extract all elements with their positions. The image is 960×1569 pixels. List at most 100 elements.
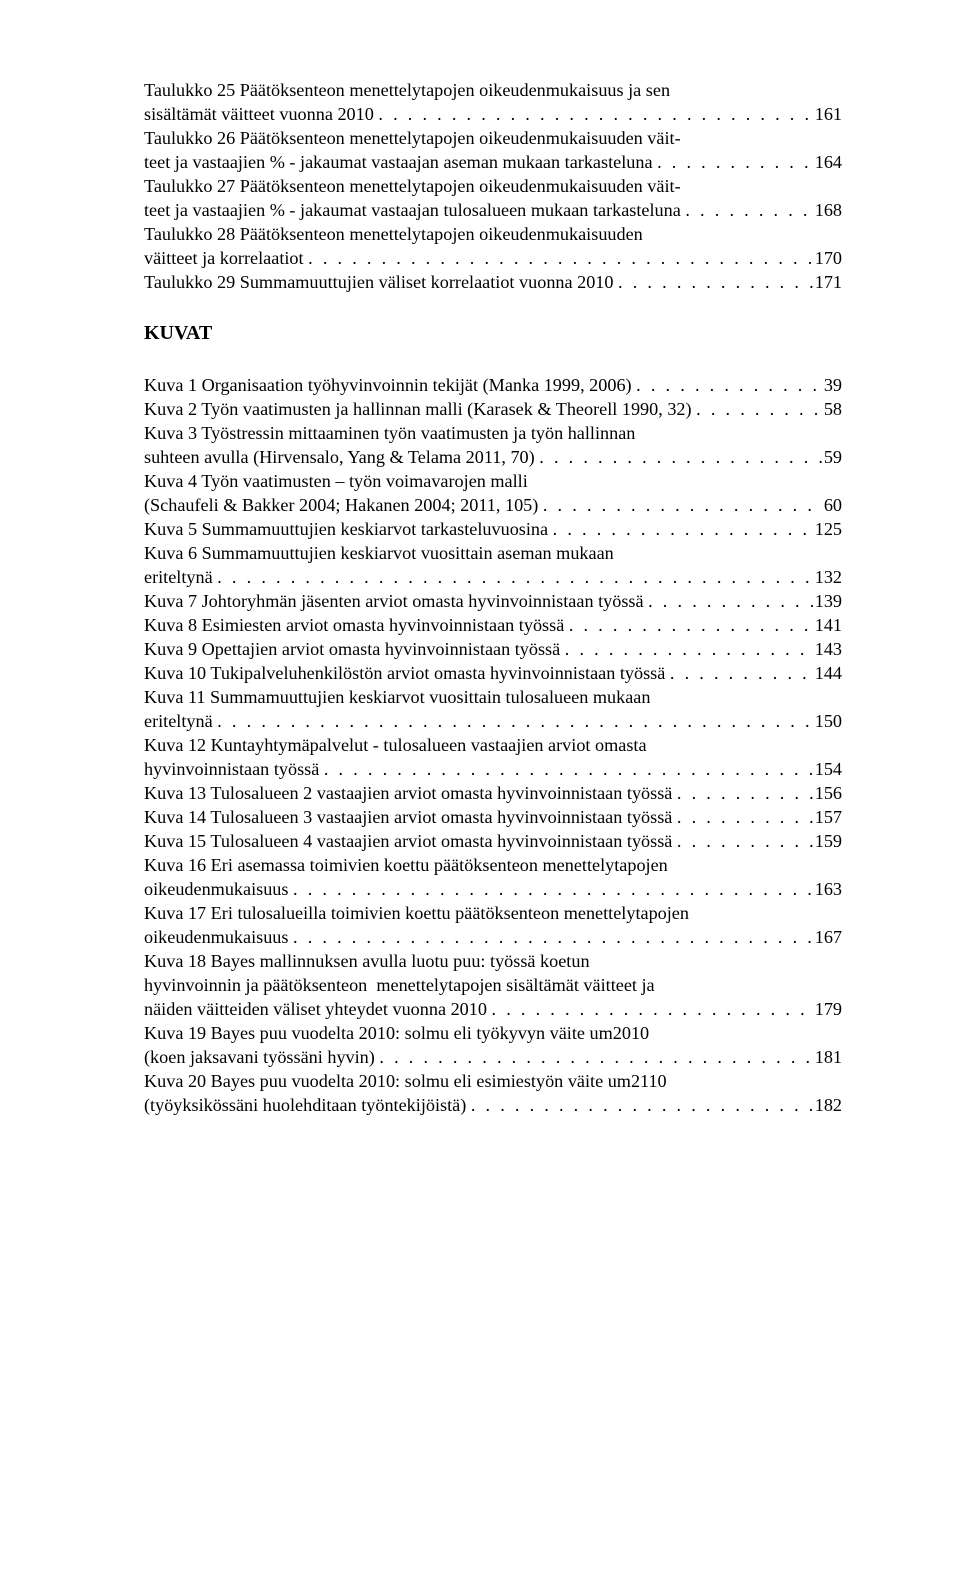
toc-label: väitteet ja korrelaatiot [144, 246, 308, 270]
figures-toc: Kuva 1 Organisaation työhyvinvoinnin tek… [144, 373, 842, 1117]
leader-dots: . . . . . . . . . . . . . . . . . . . . … [657, 150, 813, 174]
toc-entry: näiden väitteiden väliset yhteydet vuonn… [144, 997, 842, 1021]
leader-dots: . . . . . . . . . . . . . . . . . . . . … [553, 517, 813, 541]
toc-line: hyvinvoinnin ja päätöksenteon menettelyt… [144, 973, 842, 997]
leader-dots: . . . . . . . . . . . . . . . . . . . . … [379, 1045, 812, 1069]
toc-label: Kuva 14 Tulosalueen 3 vastaajien arviot … [144, 805, 677, 829]
leader-dots: . . . . . . . . . . . . . . . . . . . . … [565, 637, 813, 661]
toc-line: Taulukko 26 Päätöksenteon menettelytapoj… [144, 126, 842, 150]
toc-entry: Kuva 7 Johtoryhmän jäsenten arviot omast… [144, 589, 842, 613]
leader-dots: . . . . . . . . . . . . . . . . . . . . … [648, 589, 813, 613]
toc-label: teet ja vastaajien % - jakaumat vastaaja… [144, 198, 685, 222]
toc-label: (työyksikössäni huolehditaan työntekijöi… [144, 1093, 471, 1117]
page-number: 157 [813, 805, 842, 829]
toc-label: Kuva 5 Summamuuttujien keskiarvot tarkas… [144, 517, 553, 541]
leader-dots: . . . . . . . . . . . . . . . . . . . . … [324, 757, 813, 781]
leader-dots: . . . . . . . . . . . . . . . . . . . . … [677, 805, 813, 829]
page-number: 154 [813, 757, 842, 781]
leader-dots: . . . . . . . . . . . . . . . . . . . . … [492, 997, 813, 1021]
page-number: 143 [813, 637, 842, 661]
toc-entry: Kuva 8 Esimiesten arviot omasta hyvinvoi… [144, 613, 842, 637]
figures-heading: KUVAT [144, 320, 842, 346]
toc-line: Kuva 6 Summamuuttujien keskiarvot vuosit… [144, 541, 842, 565]
toc-entry: Kuva 14 Tulosalueen 3 vastaajien arviot … [144, 805, 842, 829]
toc-label: oikeudenmukaisuus [144, 877, 293, 901]
leader-dots: . . . . . . . . . . . . . . . . . . . . … [308, 246, 813, 270]
page-number: 159 [813, 829, 842, 853]
page-number: 139 [813, 589, 842, 613]
leader-dots: . . . . . . . . . . . . . . . . . . . . … [696, 397, 822, 421]
toc-entry: Kuva 2 Työn vaatimusten ja hallinnan mal… [144, 397, 842, 421]
page-number: 125 [813, 517, 842, 541]
page-number: 59 [822, 445, 842, 469]
toc-entry: Kuva 15 Tulosalueen 4 vastaajien arviot … [144, 829, 842, 853]
toc-label: Kuva 8 Esimiesten arviot omasta hyvinvoi… [144, 613, 569, 637]
page-number: 164 [813, 150, 842, 174]
leader-dots: . . . . . . . . . . . . . . . . . . . . … [636, 373, 822, 397]
toc-label: Taulukko 29 Summamuuttujien väliset korr… [144, 270, 618, 294]
toc-line: Kuva 3 Työstressin mittaaminen työn vaat… [144, 421, 842, 445]
toc-line: Taulukko 25 Päätöksenteon menettelytapoj… [144, 78, 842, 102]
toc-entry: oikeudenmukaisuus . . . . . . . . . . . … [144, 925, 842, 949]
toc-entry: väitteet ja korrelaatiot . . . . . . . .… [144, 246, 842, 270]
toc-label: eriteltynä [144, 709, 217, 733]
page-number: 141 [813, 613, 842, 637]
toc-line: Kuva 12 Kuntayhtymäpalvelut - tulosaluee… [144, 733, 842, 757]
page-number: 58 [822, 397, 842, 421]
page-number: 167 [813, 925, 842, 949]
toc-line: Kuva 18 Bayes mallinnuksen avulla luotu … [144, 949, 842, 973]
leader-dots: . . . . . . . . . . . . . . . . . . . . … [670, 661, 813, 685]
toc-label: hyvinvoinnistaan työssä [144, 757, 324, 781]
toc-entry: Kuva 1 Organisaation työhyvinvoinnin tek… [144, 373, 842, 397]
toc-label: Kuva 1 Organisaation työhyvinvoinnin tek… [144, 373, 636, 397]
leader-dots: . . . . . . . . . . . . . . . . . . . . … [293, 925, 813, 949]
toc-entry: Kuva 13 Tulosalueen 2 vastaajien arviot … [144, 781, 842, 805]
toc-label: (koen jaksavani työssäni hyvin) [144, 1045, 379, 1069]
toc-entry: Kuva 5 Summamuuttujien keskiarvot tarkas… [144, 517, 842, 541]
toc-entry: hyvinvoinnistaan työssä . . . . . . . . … [144, 757, 842, 781]
toc-entry: eriteltynä . . . . . . . . . . . . . . .… [144, 565, 842, 589]
page-number: 182 [813, 1093, 842, 1117]
leader-dots: . . . . . . . . . . . . . . . . . . . . … [217, 709, 812, 733]
toc-entry: (koen jaksavani työssäni hyvin) . . . . … [144, 1045, 842, 1069]
toc-label: sisältämät väitteet vuonna 2010 [144, 102, 378, 126]
toc-entry: eriteltynä . . . . . . . . . . . . . . .… [144, 709, 842, 733]
leader-dots: . . . . . . . . . . . . . . . . . . . . … [293, 877, 813, 901]
leader-dots: . . . . . . . . . . . . . . . . . . . . … [217, 565, 812, 589]
leader-dots: . . . . . . . . . . . . . . . . . . . . … [685, 198, 812, 222]
toc-entry: teet ja vastaajien % - jakaumat vastaaja… [144, 198, 842, 222]
toc-entry: suhteen avulla (Hirvensalo, Yang & Telam… [144, 445, 842, 469]
page-number: 150 [813, 709, 842, 733]
leader-dots: . . . . . . . . . . . . . . . . . . . . … [677, 829, 813, 853]
toc-label: Kuva 15 Tulosalueen 4 vastaajien arviot … [144, 829, 677, 853]
toc-entry: teet ja vastaajien % - jakaumat vastaaja… [144, 150, 842, 174]
toc-label: Kuva 7 Johtoryhmän jäsenten arviot omast… [144, 589, 648, 613]
tables-toc: Taulukko 25 Päätöksenteon menettelytapoj… [144, 78, 842, 294]
toc-label: suhteen avulla (Hirvensalo, Yang & Telam… [144, 445, 539, 469]
toc-label: eriteltynä [144, 565, 217, 589]
toc-entry: (työyksikössäni huolehditaan työntekijöi… [144, 1093, 842, 1117]
leader-dots: . . . . . . . . . . . . . . . . . . . . … [378, 102, 812, 126]
page-number: 144 [813, 661, 842, 685]
toc-label: Kuva 13 Tulosalueen 2 vastaajien arviot … [144, 781, 677, 805]
page-number: 161 [813, 102, 842, 126]
toc-entry: Taulukko 29 Summamuuttujien väliset korr… [144, 270, 842, 294]
leader-dots: . . . . . . . . . . . . . . . . . . . . … [569, 613, 813, 637]
toc-label: (Schaufeli & Bakker 2004; Hakanen 2004; … [144, 493, 543, 517]
page-number: 39 [822, 373, 842, 397]
toc-line: Taulukko 27 Päätöksenteon menettelytapoj… [144, 174, 842, 198]
page-number: 132 [813, 565, 842, 589]
toc-entry: oikeudenmukaisuus . . . . . . . . . . . … [144, 877, 842, 901]
page-number: 168 [813, 198, 842, 222]
leader-dots: . . . . . . . . . . . . . . . . . . . . … [618, 270, 813, 294]
toc-line: Kuva 11 Summamuuttujien keskiarvot vuosi… [144, 685, 842, 709]
page-number: 181 [813, 1045, 842, 1069]
toc-label: teet ja vastaajien % - jakaumat vastaaja… [144, 150, 657, 174]
toc-line: Kuva 20 Bayes puu vuodelta 2010: solmu e… [144, 1069, 842, 1093]
toc-entry: (Schaufeli & Bakker 2004; Hakanen 2004; … [144, 493, 842, 517]
toc-label: Kuva 9 Opettajien arviot omasta hyvinvoi… [144, 637, 565, 661]
toc-line: Kuva 16 Eri asemassa toimivien koettu pä… [144, 853, 842, 877]
toc-line: Kuva 4 Työn vaatimusten – työn voimavaro… [144, 469, 842, 493]
page-number: 60 [822, 493, 842, 517]
toc-line: Taulukko 28 Päätöksenteon menettelytapoj… [144, 222, 842, 246]
